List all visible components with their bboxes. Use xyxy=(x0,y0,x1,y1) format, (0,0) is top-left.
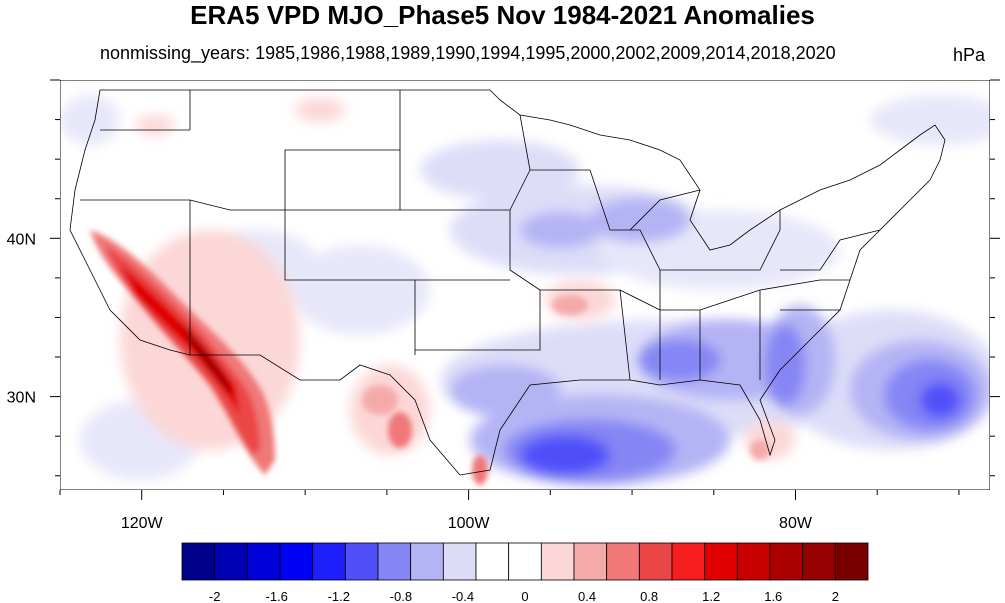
lon-tick-label: 120W xyxy=(121,515,164,532)
colorbar-label: -0.8 xyxy=(390,589,412,603)
colorbar-swatch xyxy=(802,542,836,581)
anomaly-field xyxy=(60,95,990,485)
colorbar-swatch xyxy=(540,542,575,581)
colorbar-label: 2 xyxy=(832,589,839,603)
anomaly-map xyxy=(60,80,990,490)
colorbar-swatch xyxy=(344,542,379,581)
colorbar-swatch xyxy=(181,542,216,581)
colorbar-swatch xyxy=(736,542,771,581)
colorbar-swatch xyxy=(508,542,542,581)
colorbar-swatch xyxy=(442,542,477,581)
colorbar-swatch xyxy=(671,542,706,581)
colorbar-swatch xyxy=(834,542,869,581)
colorbar-swatch xyxy=(279,542,314,581)
lat-tick-label: 30N xyxy=(7,390,36,407)
colorbar-swatch xyxy=(312,542,346,581)
state-boundaries xyxy=(69,89,946,476)
colorbar-swatch xyxy=(638,542,673,581)
colorbar-swatch xyxy=(377,542,412,581)
colorbar-label: 0 xyxy=(521,589,528,603)
colorbar-label: -2 xyxy=(209,589,221,603)
colorbar-swatch xyxy=(769,542,804,581)
colorbar-swatch xyxy=(475,542,510,581)
units-label: hPa xyxy=(953,45,986,65)
colorbar-label: 0.8 xyxy=(640,589,658,603)
chart-title: ERA5 VPD MJO_Phase5 Nov 1984-2021 Anomal… xyxy=(190,0,815,30)
lon-tick-label: 80W xyxy=(779,515,813,532)
colorbar-swatch xyxy=(214,542,248,581)
lon-tick-label: 100W xyxy=(448,515,491,532)
colorbar-swatch xyxy=(410,542,444,581)
colorbar-swatch xyxy=(246,542,281,581)
colorbar-swatch xyxy=(704,542,738,581)
colorbar-label: -0.4 xyxy=(452,589,474,603)
colorbar-label: -1.6 xyxy=(266,589,288,603)
colorbar-label: 0.4 xyxy=(578,589,596,603)
colorbar-label: 1.2 xyxy=(702,589,720,603)
lat-tick-label: 40N xyxy=(7,231,36,248)
chart-subtitle: nonmissing_years: 1985,1986,1988,1989,19… xyxy=(100,43,836,63)
colorbar-label: 1.6 xyxy=(764,589,782,603)
colorbar-swatch xyxy=(606,542,640,581)
colorbar-label: -1.2 xyxy=(328,589,350,603)
colorbar-swatch xyxy=(573,542,608,581)
